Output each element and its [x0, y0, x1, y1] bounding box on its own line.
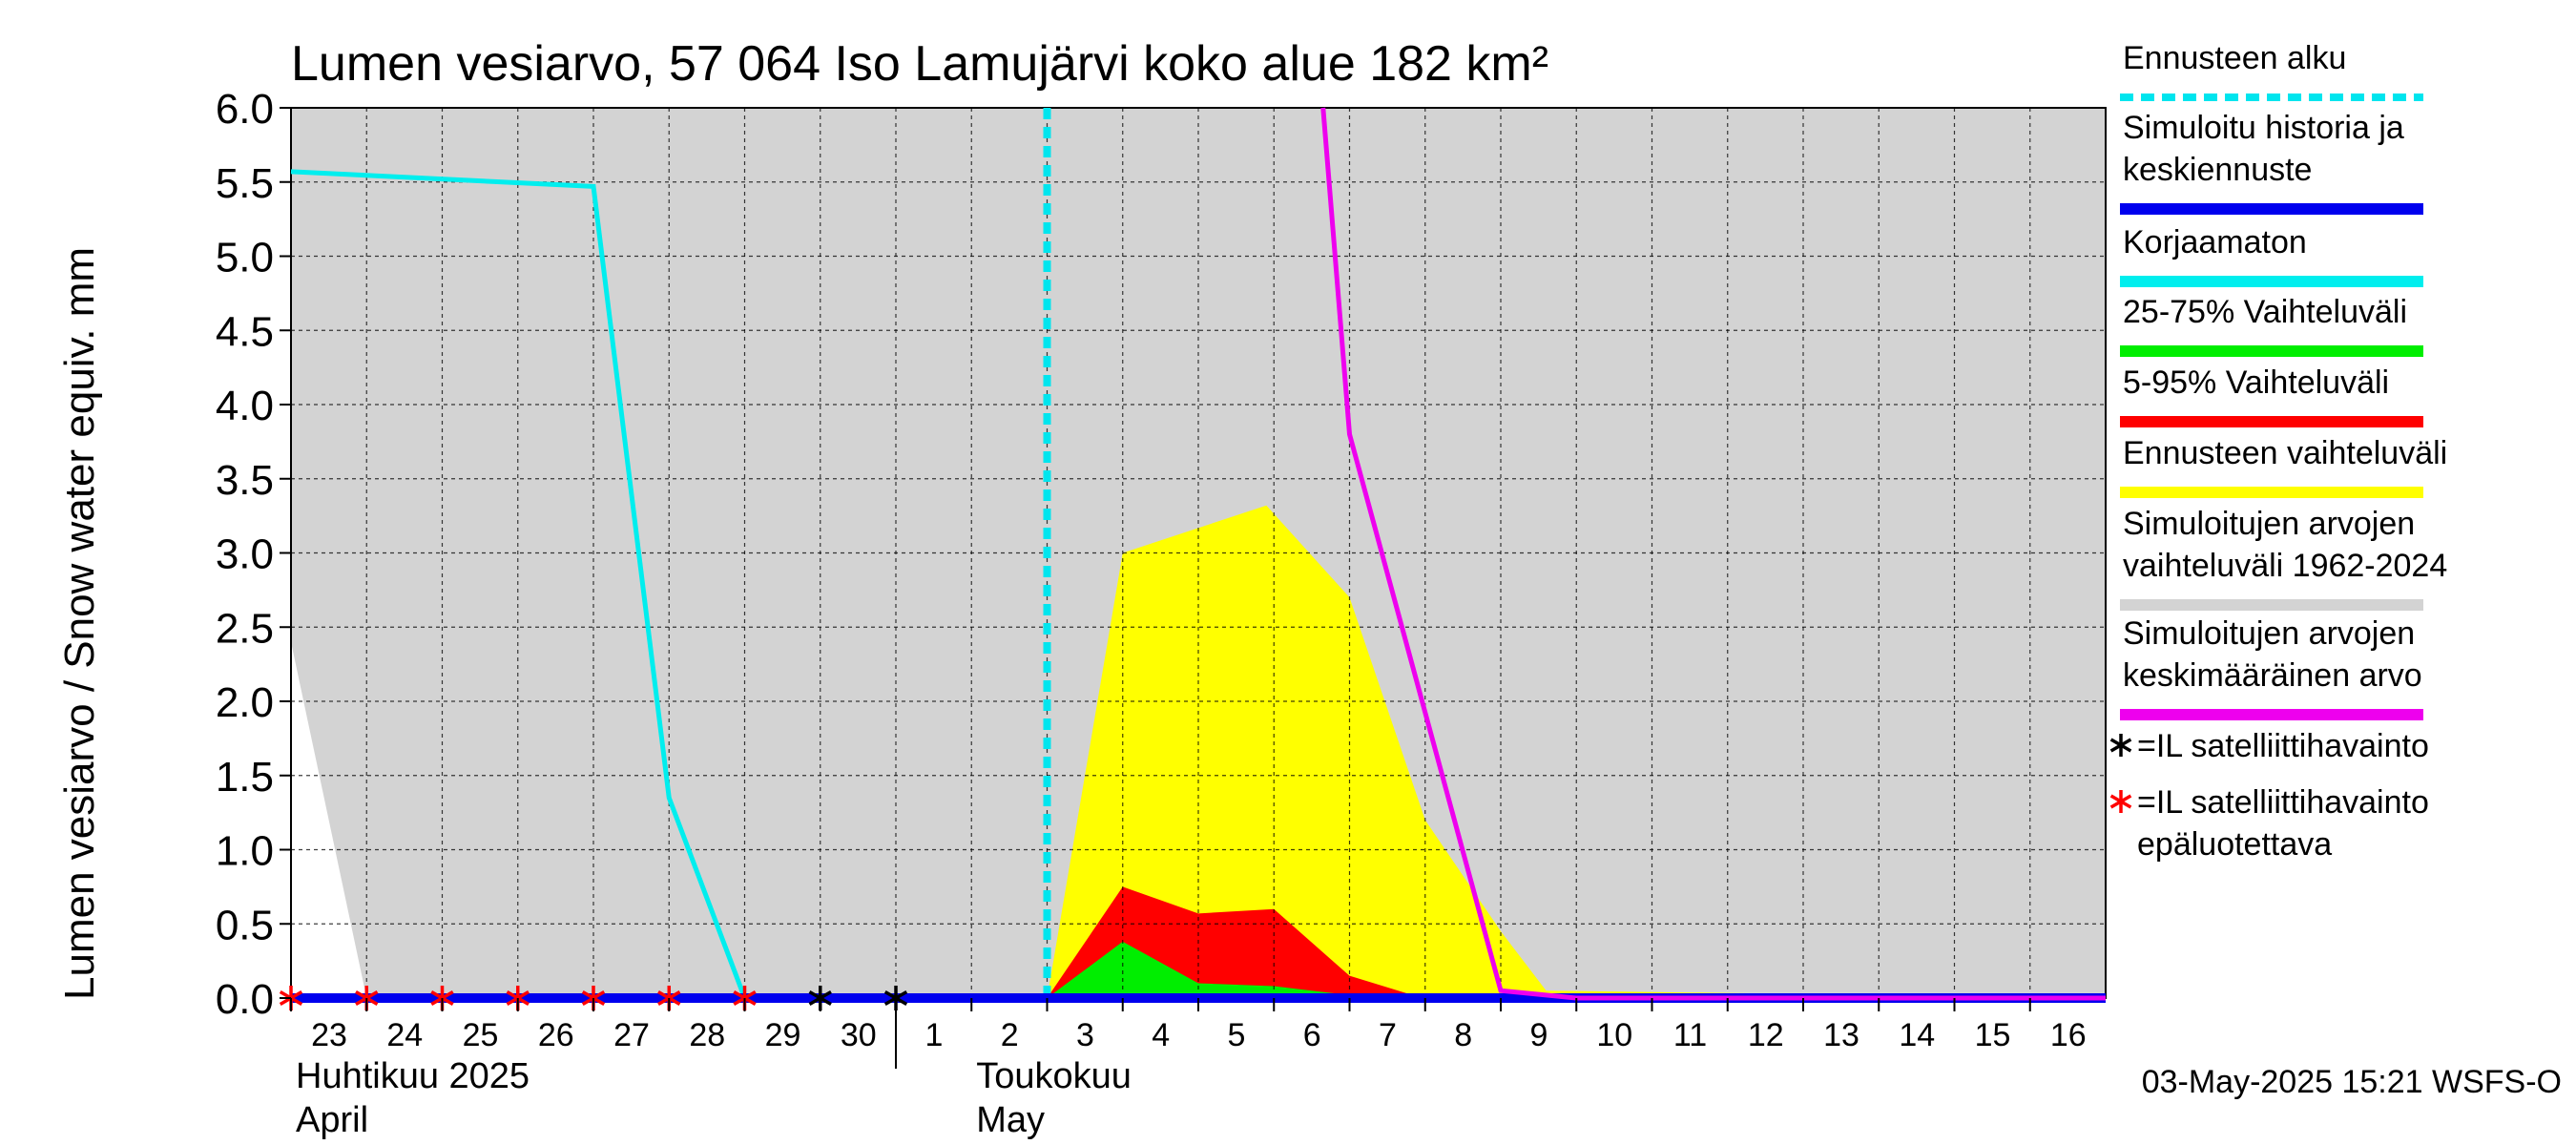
x-tick-label: 1 — [925, 1017, 944, 1053]
star-stroke — [2109, 738, 2132, 753]
x-tick-label: 10 — [1596, 1017, 1632, 1053]
timestamp-footer: 03-May-2025 15:21 WSFS-O — [2142, 1064, 2562, 1100]
x-tick-label: 30 — [841, 1017, 877, 1053]
legend-label: 25-75% Vaihteluväli — [2123, 294, 2407, 330]
x-tick-label: 7 — [1379, 1017, 1397, 1053]
y-tick-label: 4.5 — [216, 308, 274, 355]
x-tick-label: 29 — [765, 1017, 801, 1053]
x-tick-label: 13 — [1823, 1017, 1859, 1053]
x-tick-label: 27 — [613, 1017, 650, 1053]
y-tick-label: 0.0 — [216, 976, 274, 1023]
range-25-75-band — [1047, 941, 2106, 998]
x-tick-label: 2 — [1001, 1017, 1019, 1053]
legend-label: keskimääräinen arvo — [2123, 657, 2422, 694]
x-tick-label: 4 — [1152, 1017, 1170, 1053]
forecast-range-band — [1047, 505, 2106, 998]
legend-label: Korjaamaton — [2123, 224, 2307, 260]
y-tick-label: 5.5 — [216, 160, 274, 207]
y-tick-label: 0.5 — [216, 902, 274, 948]
legend-label: Simuloitujen arvojen — [2123, 615, 2415, 652]
mean-series — [1320, 107, 2106, 1001]
x-tick-label: 9 — [1530, 1017, 1548, 1053]
y-tick-label: 2.0 — [216, 679, 274, 726]
x-tick-label: 11 — [1673, 1017, 1707, 1053]
legend-label: Ennusteen alku — [2123, 40, 2346, 76]
y-tick-label: 3.5 — [216, 457, 274, 504]
month-label-en: May — [976, 1100, 1045, 1140]
legend-label: Simuloitu historia ja — [2123, 110, 2404, 146]
y-tick-label: 4.0 — [216, 383, 274, 429]
legend-label: 5-95% Vaihteluväli — [2123, 364, 2389, 401]
x-tick-label: 5 — [1228, 1017, 1246, 1053]
x-tick-label: 14 — [1899, 1017, 1935, 1053]
range-5-95-band — [1047, 886, 2106, 998]
legend-star-marker — [2109, 734, 2132, 757]
x-tick-label: 12 — [1748, 1017, 1784, 1053]
x-tick-label: 16 — [2050, 1017, 2087, 1053]
month-label: Huhtikuu 2025 — [296, 1056, 530, 1096]
legend-label: keskiennuste — [2123, 152, 2312, 188]
y-tick-label: 6.0 — [216, 86, 274, 133]
x-tick-label: 25 — [463, 1017, 499, 1053]
star-stroke — [2109, 794, 2132, 809]
x-tick-label: 26 — [538, 1017, 574, 1053]
legend-label: Simuloitujen arvojen — [2123, 506, 2415, 542]
month-label-en: April — [296, 1100, 368, 1140]
y-tick-label: 1.5 — [216, 754, 274, 801]
legend-label: =IL satelliittihavainto — [2137, 784, 2429, 821]
legend-star-marker — [2109, 790, 2132, 813]
y-tick-label: 5.0 — [216, 235, 274, 281]
x-tick-label: 8 — [1454, 1017, 1472, 1053]
legend-label: epäluotettava — [2137, 826, 2332, 863]
x-tick-label: 15 — [1975, 1017, 2011, 1053]
month-label: Toukokuu — [976, 1056, 1132, 1096]
y-tick-label: 1.0 — [216, 828, 274, 875]
chart-title: Lumen vesiarvo, 57 064 Iso Lamujärvi kok… — [291, 36, 1548, 92]
x-tick-label: 24 — [386, 1017, 423, 1053]
x-tick-label: 28 — [689, 1017, 725, 1053]
y-tick-label: 3.0 — [216, 531, 274, 578]
x-tick-label: 6 — [1303, 1017, 1321, 1053]
legend-label: Ennusteen vaihteluväli — [2123, 435, 2447, 471]
x-tick-label: 23 — [311, 1017, 347, 1053]
x-tick-label: 3 — [1076, 1017, 1094, 1053]
legend-label: =IL satelliittihavainto — [2137, 728, 2429, 764]
y-tick-label: 2.5 — [216, 605, 274, 652]
legend-label: vaihteluväli 1962-2024 — [2123, 548, 2447, 584]
y-axis-label: Lumen vesiarvo / Snow water equiv. mm — [56, 247, 103, 1000]
